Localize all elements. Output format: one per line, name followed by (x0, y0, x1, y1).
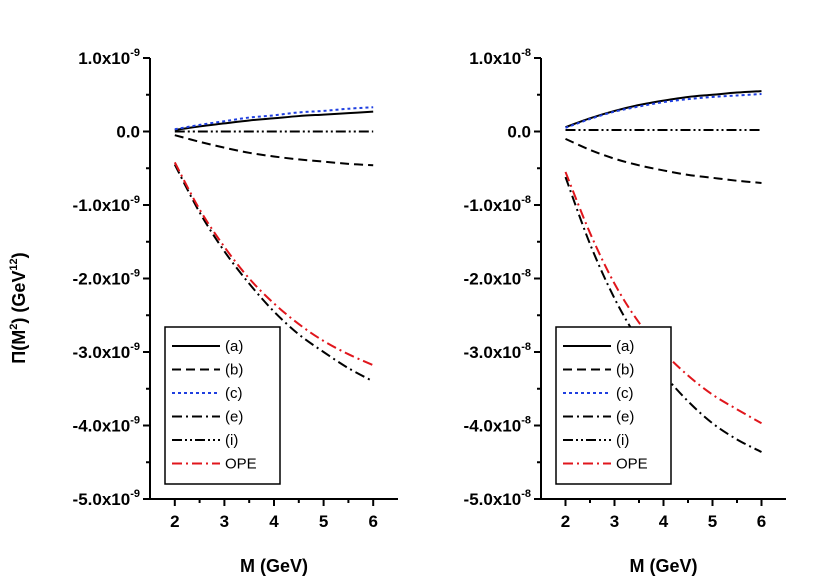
legend-label: (a) (616, 338, 634, 355)
x-tick-label: 6 (757, 512, 766, 531)
legend-label: (e) (616, 409, 634, 426)
y-tick-label: 0.0 (507, 123, 531, 142)
legend-label: (e) (225, 409, 243, 426)
x-tick-label: 5 (319, 512, 328, 531)
x-tick-label: 6 (368, 512, 377, 531)
y-tick-label: -4.0x10-9 (73, 415, 140, 436)
y-axis-title: Π(M2) (GeV12) (8, 252, 29, 363)
legend-label: (c) (616, 385, 634, 402)
legend-label: OPE (225, 456, 257, 473)
x-tick-label: 3 (610, 512, 619, 531)
y-tick-label: 1.0x10-8 (469, 47, 531, 68)
x-axis-title: M (GeV) (240, 556, 308, 576)
right-chart-panel: 1.0x10-8 0.0 -1.0x10-8 -2.0x10-8 -3.0x10-8 -4… (464, 47, 786, 576)
x-tick-label: 4 (269, 512, 279, 531)
legend-label: (c) (225, 385, 243, 402)
legend-label: OPE (616, 456, 648, 473)
left-chart-panel: 1.0x10-9 0.0 -1.0x10-9 -2.0x10-9 -3.0x10-9 -4… (73, 47, 398, 576)
series-line-a (174, 110, 374, 132)
series-line-c (174, 106, 374, 131)
series-line-b (565, 137, 762, 184)
x-tick-label: 4 (659, 512, 669, 531)
y-tick-label: 1.0x10-9 (78, 47, 140, 68)
y-tick-label: -2.0x10-8 (464, 268, 531, 289)
y-tick-label: -1.0x10-8 (464, 194, 531, 215)
y-tick-label: -5.0x10-9 (73, 488, 140, 509)
legend-label: (i) (225, 432, 238, 449)
legend-label: (i) (616, 432, 629, 449)
y-tick-label: 0.0 (116, 123, 140, 142)
legend-label: (b) (225, 362, 243, 379)
legend-label: (b) (616, 362, 634, 379)
series-line-c (565, 93, 762, 129)
y-tick-label: -3.0x10-8 (464, 341, 531, 362)
series-line-e (173, 164, 374, 383)
x-axis-title: M (GeV) (629, 556, 697, 576)
y-tick-label: -2.0x10-9 (73, 268, 140, 289)
legend-label: (a) (225, 338, 243, 355)
series-line-ope (173, 161, 374, 367)
y-tick-label: -4.0x10-8 (464, 415, 531, 436)
x-tick-label: 3 (220, 512, 229, 531)
series-line-b (174, 134, 374, 167)
legend-box (164, 326, 281, 485)
y-tick-label: -3.0x10-9 (73, 341, 140, 362)
x-tick-label: 5 (708, 512, 717, 531)
series-line-a (565, 90, 762, 129)
y-tick-label: -1.0x10-9 (73, 194, 140, 215)
y-tick-label: -5.0x10-8 (464, 488, 531, 509)
legend-box (555, 326, 672, 485)
x-tick-label: 2 (170, 512, 179, 531)
x-tick-label: 2 (561, 512, 570, 531)
